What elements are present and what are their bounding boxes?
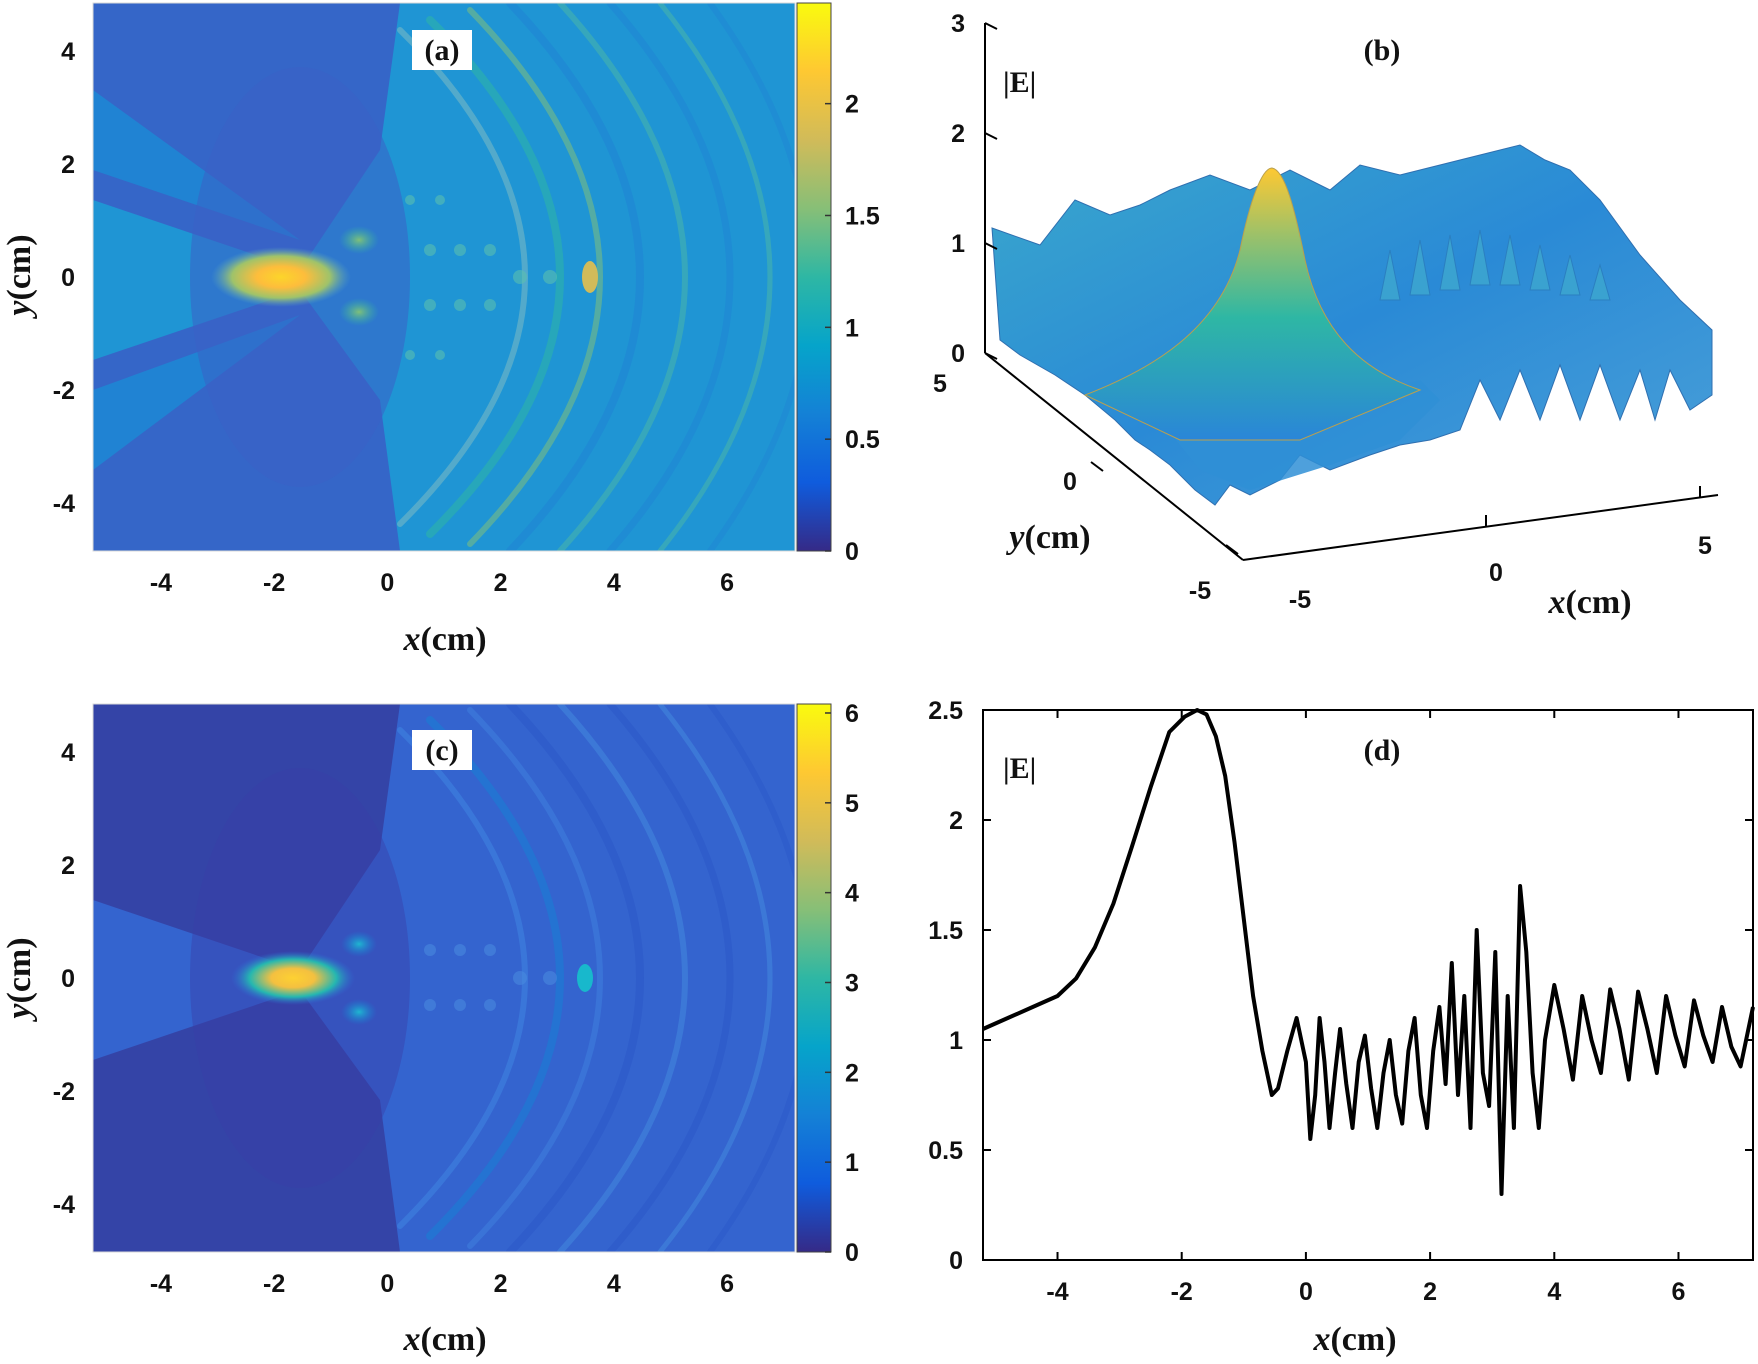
y-tick-b-neg5: -5 (1189, 577, 1211, 605)
z-axis-b-label: |E| (1003, 66, 1036, 99)
colorbar-tick-c: 6 (845, 700, 859, 728)
colorbar-tick-c: 1 (845, 1149, 859, 1177)
surface-b-axes (984, 23, 1719, 561)
x-tick-b-0: 0 (1489, 559, 1503, 587)
x-tick-d: -4 (1046, 1278, 1068, 1306)
colorbar-tick-a: 0 (845, 538, 859, 566)
colorbar-c-ticks: 0 1 2 3 4 5 6 (825, 700, 859, 1267)
colorbar-tick-c: 3 (845, 969, 859, 997)
x-tick-d: 2 (1423, 1278, 1437, 1306)
y-tick-a: -2 (53, 377, 75, 405)
y-axis-d-label: |E| (1003, 752, 1036, 785)
colorbar-tick-a: 0.5 (845, 426, 880, 454)
y-tick-b-0: 0 (1063, 468, 1077, 496)
x-tick-c: -2 (263, 1270, 285, 1298)
panel-d: -4 -2 0 2 4 6 0 0.5 1 1.5 2 2.5 |E| (d) x(cm) (928, 697, 1755, 1358)
x-axis-d-ticks: -4 -2 0 2 4 6 (1046, 710, 1685, 1306)
y-tick-d: 1.5 (928, 917, 963, 945)
x-tick-c: -4 (150, 1270, 172, 1298)
colorbar-tick-a: 1 (845, 314, 859, 342)
x-tick-a: 6 (720, 569, 734, 597)
z-axis-b-ticks: 0 1 2 3 (951, 10, 998, 368)
z-tick-mark-b (984, 22, 998, 30)
line-plot-d-frame (982, 709, 1754, 1261)
z-tick-b: 1 (951, 230, 965, 258)
colorbar-tick-c: 4 (845, 880, 859, 908)
y-tick-a: 0 (61, 264, 75, 292)
y-axis-b-label: y(cm) (1005, 519, 1090, 556)
y-tick-d: 2 (949, 807, 963, 835)
y-tick-c: 2 (61, 852, 75, 880)
z-tick-b: 3 (951, 10, 965, 38)
y-tick-d: 2.5 (928, 697, 963, 725)
z-tick-b: 0 (951, 340, 965, 368)
panel-label-b: (b) (1364, 34, 1401, 67)
y-axis-a-ticks: -4 -2 0 2 4 (53, 38, 75, 518)
x-tick-a: -4 (150, 569, 172, 597)
y-axis-b-ticks: 0 5 -5 (933, 370, 1239, 605)
colorbar-a (796, 2, 832, 552)
y-axis-d-ticks: 0 0.5 1 1.5 2 2.5 (928, 697, 1753, 1275)
y-tick-c: -4 (53, 1191, 75, 1219)
e-field-line-series (982, 708, 1755, 1196)
x-axis-c-ticks: -4 -2 0 2 4 6 (150, 1270, 734, 1298)
x-tick-c: 0 (380, 1270, 394, 1298)
y-tick-c: 0 (61, 965, 75, 993)
colorbar-tick-a: 1.5 (845, 202, 880, 230)
surface-b (991, 144, 1713, 506)
y-tick-d: 1 (949, 1027, 963, 1055)
x-tick-c: 2 (494, 1270, 508, 1298)
colorbar-a-ticks: 0 0.5 1 1.5 2 (825, 91, 880, 566)
x-tick-d: 4 (1547, 1278, 1561, 1306)
z-tick-mark-b (984, 242, 998, 250)
y-tick-b-5: 5 (933, 370, 947, 398)
x-axis-b-label: x(cm) (1547, 584, 1631, 621)
x-tick-b-5: 5 (1698, 532, 1712, 560)
colorbar-tick-a: 2 (845, 91, 859, 119)
y-tick-a: -4 (53, 490, 75, 518)
x-tick-a: 0 (380, 569, 394, 597)
heatmap-a-field (93, 3, 795, 551)
x-tick-a: 2 (494, 569, 508, 597)
x-tick-a: -2 (263, 569, 285, 597)
x-tick-c: 4 (607, 1270, 621, 1298)
y-axis-c-label: y(cm) (1, 937, 38, 1022)
y-tick-d: 0.5 (928, 1137, 963, 1165)
x-axis-a-ticks: -4 -2 0 2 4 6 (150, 569, 734, 597)
x-axis-a-label: x(cm) (402, 621, 486, 658)
colorbar-tick-c: 0 (845, 1239, 859, 1267)
y-tick-a: 4 (61, 38, 75, 66)
panel-label-a: (a) (412, 30, 472, 70)
x-axis-d-label: x(cm) (1312, 1321, 1396, 1358)
x-tick-a: 4 (607, 569, 621, 597)
panel-c: 0 1 2 3 4 5 6 -4 -2 0 2 4 6 -4 -2 0 2 4 (c) x(cm) y(cm) (1, 700, 859, 1358)
z-tick-b: 2 (951, 120, 965, 148)
x-tick-d: 0 (1299, 1278, 1313, 1306)
panel-a: 0 0.5 1 1.5 2 -4 -2 0 2 4 6 -4 -2 0 2 4 (a) x(cm) y(c… (1, 2, 880, 658)
x-tick-c: 6 (720, 1270, 734, 1298)
y-tick-c: 4 (61, 739, 75, 767)
x-tick-b-neg5: -5 (1289, 586, 1311, 614)
x-tick-d: -2 (1171, 1278, 1193, 1306)
y-axis-c-ticks: -4 -2 0 2 4 (53, 739, 75, 1219)
panel-label-c: (c) (412, 730, 472, 770)
z-tick-mark-b (984, 352, 998, 360)
svg-text:(a): (a) (425, 34, 460, 67)
colorbar-c (796, 703, 832, 1253)
y-tick-c: -2 (53, 1078, 75, 1106)
y-axis-a-label: y(cm) (1, 234, 38, 319)
z-tick-mark-b (984, 132, 998, 140)
x-axis-b-ticks: -5 0 5 (1289, 486, 1712, 614)
panel-label-d: (d) (1364, 734, 1401, 767)
y-tick-d: 0 (949, 1247, 963, 1275)
x-tick-d: 6 (1672, 1278, 1686, 1306)
heatmap-c-field (93, 704, 795, 1252)
colorbar-tick-c: 2 (845, 1059, 859, 1087)
svg-text:(c): (c) (425, 734, 458, 767)
y-tick-a: 2 (61, 151, 75, 179)
colorbar-tick-c: 5 (845, 790, 859, 818)
panel-b: 0 1 2 3 0 5 -5 -5 0 5 |E| (b) y(cm) x(cm) (933, 10, 1719, 621)
x-axis-c-label: x(cm) (402, 1321, 486, 1358)
